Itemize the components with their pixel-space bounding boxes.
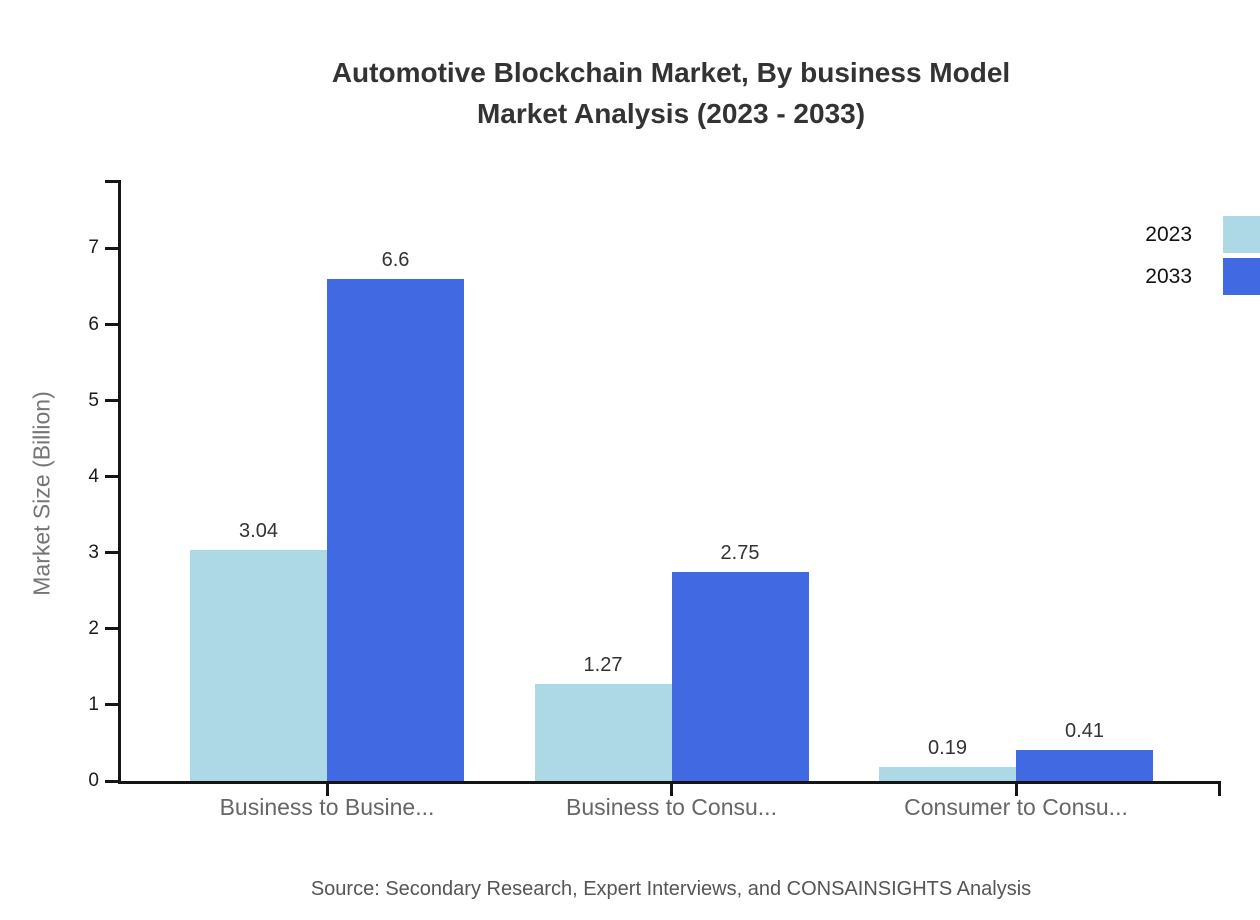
value-label: 2.75	[720, 541, 760, 564]
y-tick	[105, 627, 118, 631]
y-tick	[105, 475, 118, 479]
bar-2033-3	[1016, 749, 1153, 781]
value-label: 0.41	[1065, 719, 1104, 742]
y-tick-label: 5	[88, 389, 99, 411]
legend: 2023 2033	[1145, 216, 1260, 300]
y-tick-label: 6	[88, 313, 99, 335]
chart-title-line2: Market Analysis (2023 - 2033)	[476, 98, 866, 129]
source-note: Source: Secondary Research, Expert Inter…	[310, 878, 1032, 900]
bar-2033-2	[671, 571, 809, 781]
legend-swatch	[1223, 258, 1260, 295]
value-label: 6.6	[381, 248, 410, 271]
legend-label: 2033	[1145, 264, 1192, 288]
y-tick-label: 3	[88, 541, 99, 563]
x-tick	[670, 784, 673, 796]
bar-2023-2	[534, 684, 672, 781]
y-tick-label: 0	[88, 770, 99, 791]
value-label: 1.27	[583, 654, 623, 677]
legend-swatch	[1223, 216, 1260, 253]
bar-2023-3	[879, 766, 1016, 781]
category-label: Business to Consu...	[566, 794, 777, 820]
category-label: Consumer to Consu...	[904, 794, 1128, 820]
x-axis-line	[118, 781, 1221, 784]
y-tick-label: 7	[88, 237, 99, 259]
y-axis-line	[118, 180, 121, 784]
y-tick-label: 1	[88, 693, 99, 715]
y-tick	[105, 246, 118, 250]
plot-area: 0 1 2 3 4 5 6 7 Business to Busine... 3.04 6.6 Busi…	[88, 180, 1221, 820]
x-tick	[325, 784, 329, 796]
value-label: 0.19	[928, 736, 967, 759]
bar-2033-1	[327, 278, 464, 781]
x-tick	[1014, 784, 1018, 796]
legend-label: 2023	[1145, 222, 1192, 246]
y-tick	[105, 323, 118, 327]
y-axis-end-tick	[105, 180, 118, 183]
chart-title-line1: Automotive Blockchain Market, By busines…	[331, 57, 1011, 88]
y-axis-title: Market Size (Billion)	[28, 391, 55, 596]
bar-2023-1	[190, 549, 327, 781]
legend-row-2023: 2023	[1145, 216, 1260, 253]
y-tick	[105, 703, 118, 707]
x-axis-end-tick	[1218, 781, 1221, 796]
y-tick	[105, 399, 118, 403]
y-tick-label: 4	[88, 465, 99, 487]
value-label: 3.04	[239, 519, 278, 542]
chart-title: Automotive Blockchain Market, By busines…	[121, 52, 1221, 134]
category-label: Business to Busine...	[219, 794, 435, 820]
y-tick	[105, 779, 118, 783]
y-tick	[105, 551, 118, 555]
legend-row-2033: 2033	[1145, 258, 1260, 295]
y-tick-label: 2	[88, 617, 99, 639]
